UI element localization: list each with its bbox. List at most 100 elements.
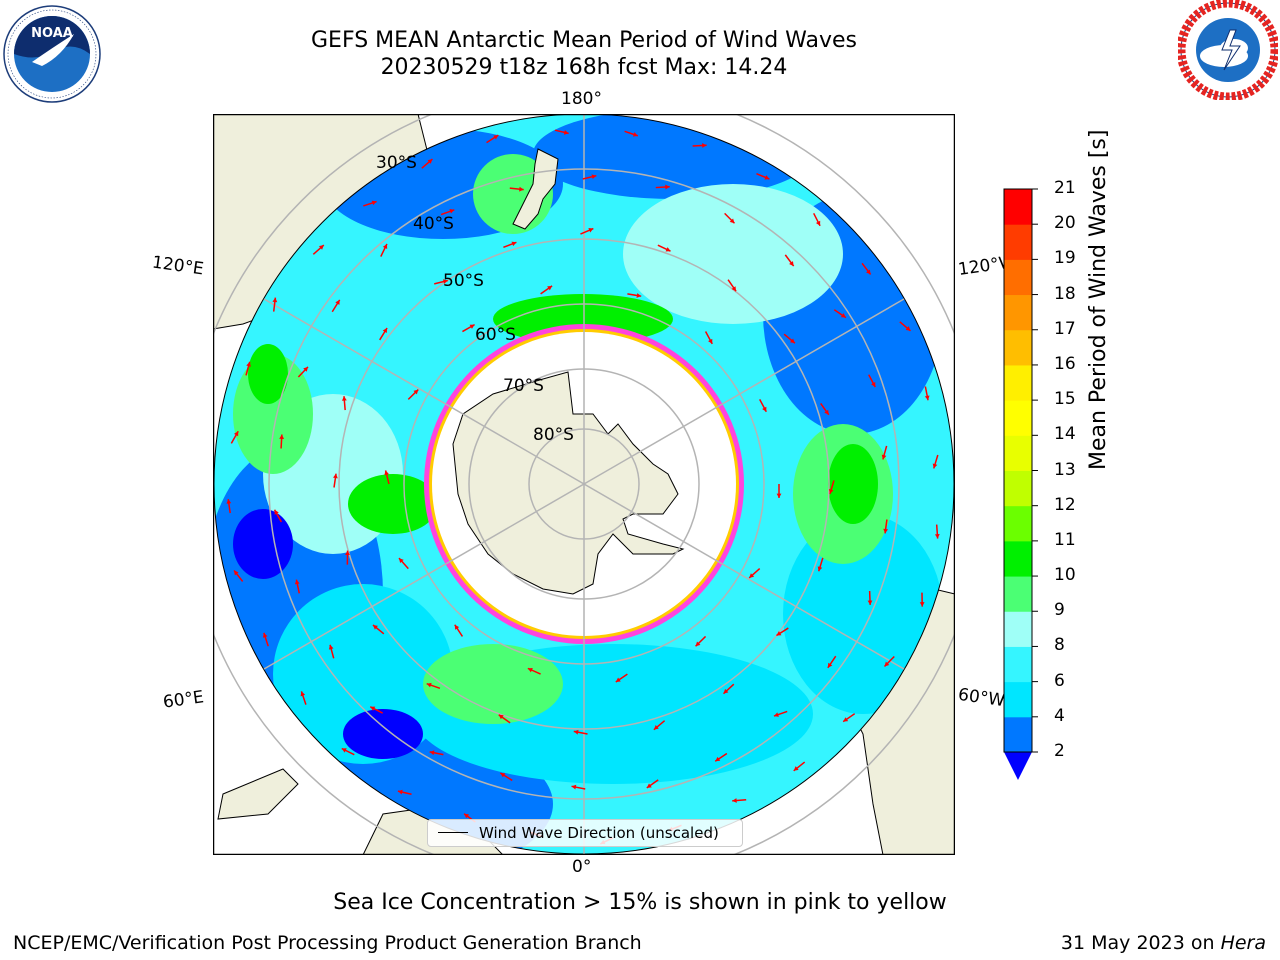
svg-text:NOAA: NOAA [31, 26, 73, 41]
wave-direction-arrowhead [883, 528, 889, 534]
wave-direction-arrowhead [749, 573, 755, 578]
colorbar-tick-label: 8 [1054, 635, 1065, 656]
colorbar-segment [1004, 716, 1032, 753]
wave-direction-arrowhead [591, 174, 597, 180]
lat-label-40s: 40°S [413, 214, 454, 234]
wave-direction-arrowhead [563, 130, 569, 135]
colorbar-tick-label: 15 [1054, 389, 1076, 410]
wave-direction-arrowhead [398, 558, 404, 564]
wave-direction-arrowhead [429, 750, 435, 756]
footer-date-text: 31 May 2023 on [1060, 932, 1221, 954]
wave-direction-arrowhead [866, 269, 871, 275]
wind-wave-arrows [226, 129, 940, 845]
wave-direction-arrowhead [871, 382, 876, 388]
wave-direction-arrowhead [371, 200, 377, 206]
colorbar-tick-label: 20 [1054, 213, 1076, 234]
wave-direction-arrowhead [493, 135, 499, 140]
wave-direction-arrowhead [382, 328, 388, 334]
colorbar-segment [1004, 646, 1032, 683]
wave-direction-arrowhead [636, 293, 642, 298]
polar-map: 30°S 40°S 50°S 60°S 70°S 80°S [213, 114, 955, 855]
wave-direction-arrowhead [702, 143, 707, 148]
nws-logo [1178, 0, 1278, 100]
wave-direction-arrowhead [372, 624, 378, 630]
wave-direction-arrowhead [815, 220, 821, 226]
wave-direction-arrowhead [824, 409, 829, 415]
wave-direction-arrowhead [449, 209, 455, 214]
wave-direction-arrowhead [469, 324, 475, 329]
lon-label-0: 0° [572, 857, 592, 877]
lat-label-30s: 30°S [376, 153, 417, 173]
footer-branch: NCEP/EMC/Verification Post Processing Pr… [13, 932, 642, 954]
wave-direction-arrowhead [764, 175, 770, 180]
colorbar-segment [1004, 435, 1032, 471]
wave-direction-arrowhead [413, 389, 419, 395]
wave-direction-arrowhead [934, 534, 940, 539]
lon-label-120e: 120°E [150, 252, 205, 280]
colorbar-segment [1004, 505, 1032, 542]
wave-direction-arrowhead [665, 184, 670, 190]
wave-direction-arrowhead [234, 570, 239, 576]
colorbar-segment [1004, 329, 1032, 366]
wave-direction-arrowhead [345, 550, 350, 556]
wave-direction-arrowhead [527, 667, 533, 673]
colorbar-segment [1004, 681, 1032, 718]
colorbar-tick-label: 4 [1054, 705, 1065, 726]
wave-direction-arrowhead [382, 243, 388, 249]
wave-direction-arrowhead [817, 566, 823, 572]
wave-direction-arrowhead [341, 396, 347, 401]
wave-direction-arrowhead [300, 691, 306, 697]
wave-direction-arrowhead [303, 366, 309, 372]
wave-direction-arrowhead [773, 712, 779, 717]
wave-direction-arrowhead [454, 624, 460, 630]
legend-line [438, 832, 468, 833]
sea-ice-caption: Sea Ice Concentration > 15% is shown in … [333, 890, 947, 915]
wave-direction-arrowhead [328, 644, 334, 650]
colorbar-tick-label: 2 [1054, 741, 1065, 761]
wave-direction-arrowhead [442, 279, 448, 284]
wave-direction-arrowhead [519, 186, 524, 192]
wave-direction-arrowhead [384, 470, 389, 476]
wave-direction-arrowhead [924, 395, 930, 401]
wave-direction-arrowhead [588, 228, 594, 233]
colorbar-segment [1004, 224, 1032, 260]
wave-direction-arrowhead [827, 662, 833, 668]
colorbar-segment [1004, 611, 1032, 647]
wave-direction-arrowhead [776, 631, 782, 636]
colorbar-tick-label: 12 [1054, 494, 1076, 515]
wave-direction-arrowhead [262, 632, 268, 638]
colorbar [1003, 188, 1038, 780]
wave-direction-arrowhead [226, 499, 232, 504]
lon-label-60e: 60°E [161, 687, 206, 713]
wave-direction-arrowhead [274, 509, 279, 515]
wave-direction-arrowhead [732, 798, 737, 803]
colorbar-tick-label: 11 [1054, 529, 1076, 550]
wave-direction-arrowhead [840, 313, 846, 318]
wave-direction-arrowhead [272, 297, 278, 303]
lat-label-50s: 50°S [443, 271, 484, 291]
wave-direction-arrowhead [646, 783, 652, 788]
wave-direction-arrowhead [731, 286, 737, 292]
arrow-legend: Wind Wave Direction (unscaled) [427, 819, 743, 847]
wave-direction-arrowhead [426, 682, 432, 688]
wave-direction-arrowhead [318, 245, 324, 250]
wave-direction-arrowhead [932, 463, 938, 469]
colorbar-tick-label: 21 [1054, 178, 1076, 198]
wave-direction-arrowhead [789, 261, 794, 267]
wave-direction-arrowhead [632, 132, 638, 137]
wave-direction-arrowhead [397, 789, 403, 795]
wave-direction-arrowhead [776, 493, 782, 498]
colorbar-segment [1004, 470, 1032, 507]
footer-machine: Hera [1220, 932, 1266, 954]
wave-direction-arrowhead [843, 717, 849, 722]
wave-direction-arrowhead [729, 218, 735, 224]
wave-direction-arrowhead [511, 241, 517, 247]
lat-label-60s: 60°S [475, 325, 516, 345]
lon-label-180: 180° [561, 89, 602, 109]
wave-direction-arrowhead [498, 714, 504, 720]
map-frame [213, 114, 955, 855]
wave-direction-arrowhead [573, 729, 579, 735]
wave-direction-arrowhead [695, 641, 701, 647]
wave-direction-arrowhead [571, 784, 577, 790]
wave-direction-arrowhead [500, 773, 506, 778]
